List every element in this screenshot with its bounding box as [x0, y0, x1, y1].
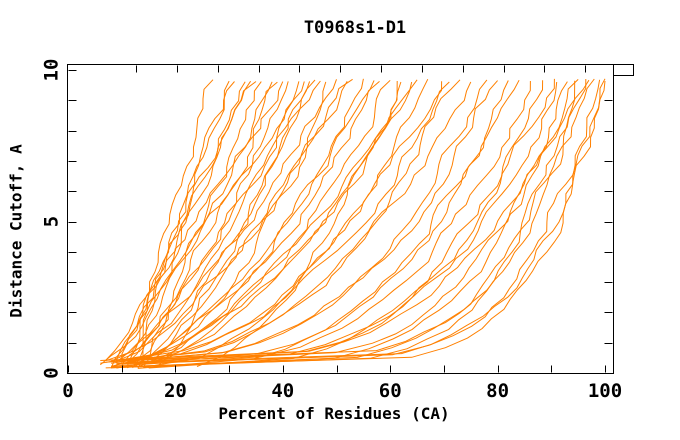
model-curve	[132, 81, 246, 369]
tick-labels: 0 20 40 60 80 100 0 5 10	[41, 59, 623, 402]
plot-frame-box	[67, 64, 634, 374]
model-curve	[132, 79, 316, 369]
model-curve	[159, 81, 311, 365]
model-curve	[111, 79, 579, 369]
x-tick-label: 80	[486, 380, 509, 402]
y-tick-label: 0	[41, 367, 63, 378]
model-curve	[110, 80, 321, 362]
plot-frame	[67, 64, 634, 374]
model-curve	[148, 80, 544, 369]
model-curve	[148, 81, 327, 364]
model-curve	[121, 79, 520, 364]
model-curve	[111, 78, 606, 368]
model-curve	[116, 79, 601, 365]
model-curve	[137, 79, 590, 361]
x-tick-label: 100	[588, 380, 622, 402]
x-axis-label: Percent of Residues (CA)	[218, 404, 449, 423]
model-curve	[121, 80, 375, 366]
model-curve	[105, 81, 273, 361]
model-curves	[99, 78, 606, 369]
plot-title: T0968s1-D1	[304, 18, 406, 38]
model-curve	[100, 79, 418, 364]
model-curve	[137, 80, 509, 369]
model-curve	[116, 81, 402, 369]
y-axis-label: Distance Cutoff, A	[7, 144, 26, 318]
model-curve	[126, 80, 230, 367]
model-curve	[111, 81, 450, 364]
model-curve	[137, 79, 214, 369]
model-curve	[115, 81, 235, 361]
model-curve	[127, 81, 558, 362]
model-curve	[110, 81, 380, 367]
model-curve	[105, 78, 353, 362]
model-curve	[127, 81, 413, 364]
model-curve	[99, 81, 300, 366]
model-curve	[143, 78, 429, 368]
model-curve	[132, 79, 391, 360]
model-curve	[105, 80, 498, 363]
model-curve	[132, 80, 576, 363]
model-curve	[105, 78, 595, 369]
y-tick-label: 5	[41, 216, 63, 227]
model-curve	[137, 78, 364, 368]
model-curve	[121, 81, 443, 361]
x-tick-label: 40	[271, 380, 294, 402]
model-curve	[116, 81, 472, 362]
model-curve	[196, 80, 398, 367]
model-curve	[121, 78, 587, 368]
model-curve	[100, 81, 568, 361]
model-curve	[116, 78, 555, 365]
model-curve	[111, 80, 531, 367]
x-tick-label: 60	[379, 380, 402, 402]
model-curve	[127, 79, 488, 362]
model-curve	[127, 80, 606, 364]
axis-ticks	[68, 65, 613, 373]
x-tick-label: 20	[164, 380, 187, 402]
model-curve	[116, 79, 337, 362]
y-tick-label: 10	[41, 59, 63, 82]
model-curve	[121, 81, 257, 364]
model-curve	[121, 81, 305, 365]
x-tick-label: 0	[62, 380, 73, 402]
model-curve	[126, 81, 278, 364]
